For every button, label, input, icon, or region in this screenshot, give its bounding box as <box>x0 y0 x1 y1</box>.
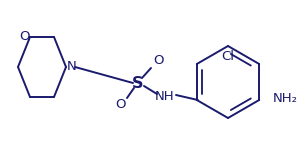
Text: O: O <box>153 55 163 67</box>
Text: NH₂: NH₂ <box>273 93 298 106</box>
Text: N: N <box>67 61 77 74</box>
Text: NH: NH <box>155 90 175 103</box>
Text: S: S <box>132 76 144 90</box>
Text: O: O <box>115 98 125 111</box>
Text: Cl: Cl <box>221 50 234 63</box>
Text: O: O <box>20 31 30 43</box>
